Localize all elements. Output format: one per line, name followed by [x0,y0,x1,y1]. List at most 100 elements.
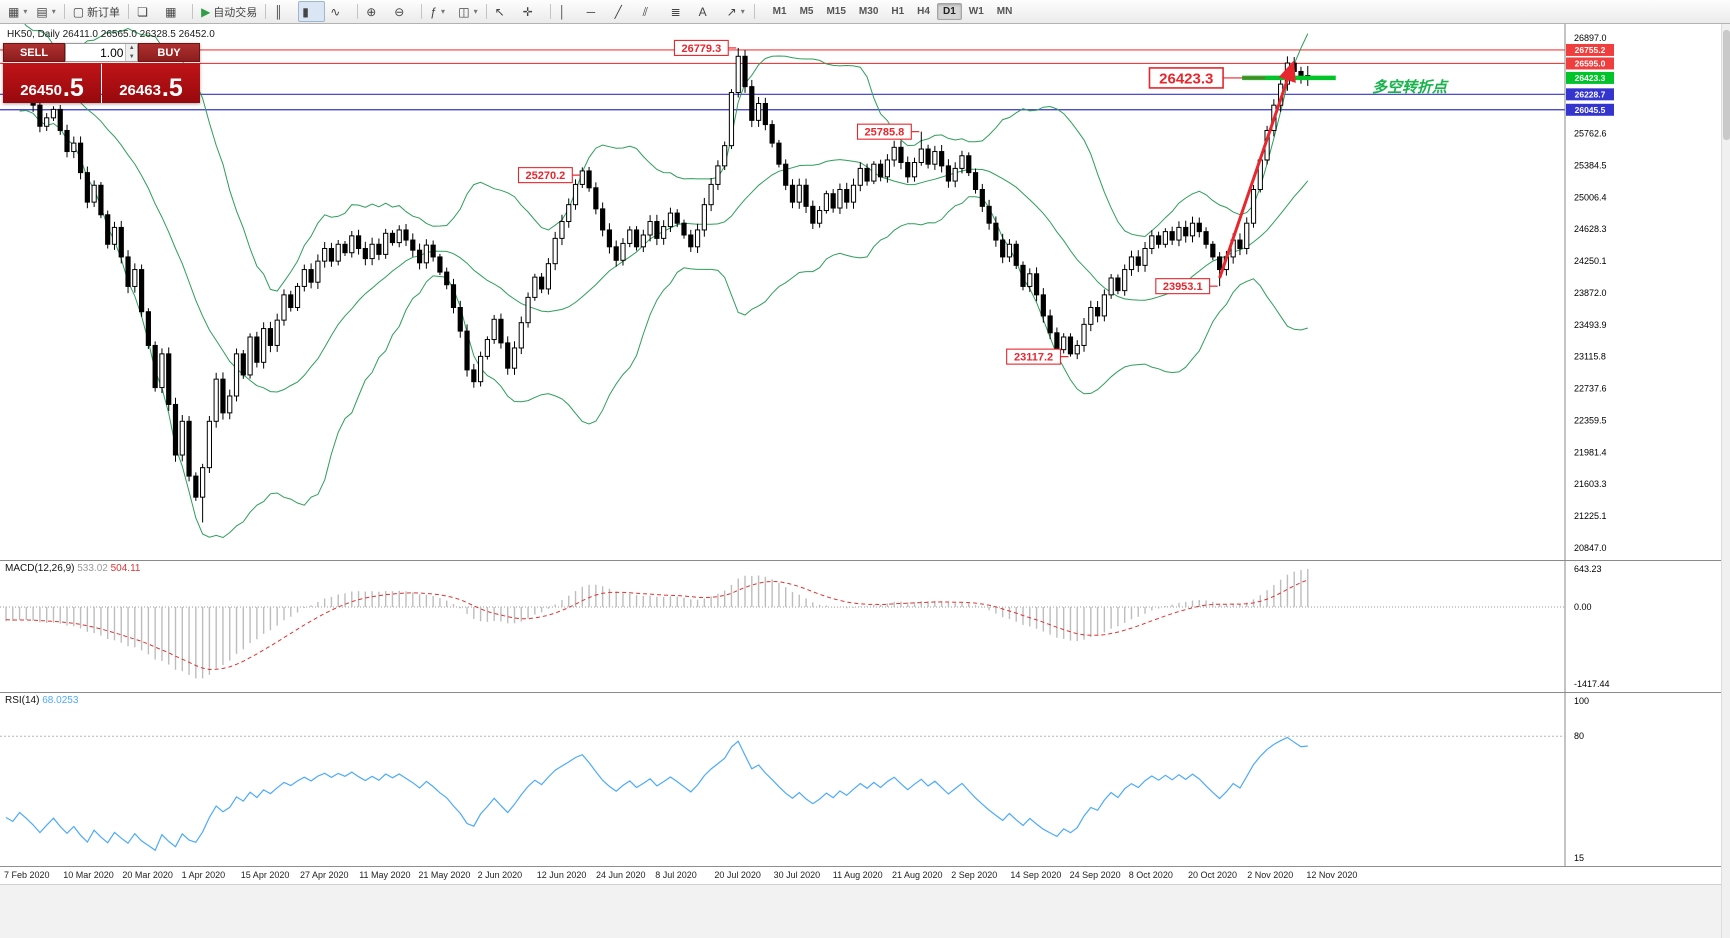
price-chart-canvas[interactable]: 26779.3 26423.3 25785.8 25270.2 23953.1 23117… [0,17,1730,560]
rsi-svg[interactable]: 100 80 15 [0,692,1730,866]
window-cascade-button[interactable]: ❏ [133,1,160,22]
vertical-scrollbar[interactable] [1721,24,1730,938]
macd-main-value: 533.02 [77,563,108,574]
cursor-button[interactable]: ↖ [491,1,518,22]
turning-point-note[interactable]: 多空转折点 [1372,78,1449,96]
window-tile-icon: ▦ [165,4,177,19]
date-tick-label: 11 Aug 2020 [832,870,883,880]
macd-svg[interactable]: 643.23 0.00 -1417.44 [0,560,1730,692]
fibonacci-button[interactable]: ≣ [667,1,694,22]
macd-panel[interactable]: 643.23 0.00 -1417.44 [0,560,1730,692]
toolbar-separator [485,4,487,19]
chevron-down-icon: ▾ [473,7,478,16]
svg-text:23493.9: 23493.9 [1574,320,1607,330]
new-chart-button[interactable]: ▦ ▾ [4,1,31,22]
new-order-button[interactable]: ▢ 新订单 [69,1,124,22]
chart-line-icon: ∿ [330,4,341,19]
macd-indicator-label: MACD(12,26,9) 533.02 504.11 [5,563,141,574]
toolbar-buttons: ▦ ▾ ▤ ▾ ▢ 新订单 ❏ ▦ ▶ 自动交易 ║ ▮ ∿ ⊕ ⊖ ƒ ▾ ◫ ▾ ↖ ✛ │ ─ ╱ ⫽ ≣ A ↗ ▾ [4,1,758,22]
bid-price[interactable]: 26450 .5 [3,63,101,103]
horizontal-line-button[interactable]: ─ [583,1,610,22]
sell-button[interactable]: SELL [3,43,65,62]
bottom-filler [0,884,1730,938]
timeframe-d1[interactable]: D1 [936,3,962,20]
text-label-button[interactable]: A [695,1,722,22]
scrollbar-thumb[interactable] [1723,30,1730,140]
date-tick-label: 15 Apr 2020 [240,870,290,880]
annotation-label[interactable]: 25270.2 [517,167,581,184]
ask-price-fraction: .5 [161,73,183,102]
annotation-label[interactable]: 26423.3 [1148,67,1266,89]
volume-up-icon[interactable]: ▲ [126,44,137,53]
date-tick-label: 10 Mar 2020 [63,870,114,880]
annotation-label[interactable]: 25785.8 [856,123,920,140]
text-label-icon: A [698,4,707,19]
zoom-out-icon: ⊖ [394,4,405,19]
autotrading-button[interactable]: ▶ 自动交易 [197,1,261,22]
svg-text:23117.2: 23117.2 [1014,352,1053,364]
volume-input[interactable] [66,44,126,61]
timeframe-w1[interactable]: W1 [968,6,984,17]
arrow-objects-icon: ↗ [726,4,737,19]
objects-button[interactable]: ◫ ▾ [454,1,481,22]
time-axis[interactable]: 7 Feb 2020 10 Mar 2020 20 Mar 2020 1 Apr 20… [0,866,1730,884]
trend-arrow[interactable] [1218,60,1296,279]
timeframe-m15[interactable]: M15 [826,6,846,17]
toolbar-separator [421,4,423,19]
horizontal-level-lines[interactable] [0,49,1565,111]
date-tick-label: 12 Nov 2020 [1306,870,1358,880]
volume-stepper[interactable]: ▲ ▼ [125,44,137,61]
macd-signal-line [5,579,1308,671]
chart-symbol-label: HK50, Daily 26411.0 26565.0 26328.5 2645… [7,29,215,40]
svg-text:26228.7: 26228.7 [1575,89,1606,99]
svg-text:23953.1: 23953.1 [1163,281,1203,293]
chart-candles-button[interactable]: ▮ [298,1,326,22]
annotation-label[interactable]: 26779.3 [673,39,737,56]
date-tick-label: 21 May 2020 [418,870,471,880]
rsi-panel[interactable]: 100 80 15 [0,692,1730,866]
main-chart-svg[interactable]: 26779.3 26423.3 25785.8 25270.2 23953.1 23117… [0,17,1730,560]
volume-down-icon[interactable]: ▼ [126,52,137,61]
timeframe-mn[interactable]: MN [996,6,1013,17]
axis-price-badge: 26755.2 [1566,43,1614,56]
svg-text:100: 100 [1574,696,1589,706]
svg-text:26423.3: 26423.3 [1159,70,1213,87]
date-tick-label: 2 Jun 2020 [477,870,523,880]
ask-price[interactable]: 26463 .5 [102,63,200,103]
timeframe-m30[interactable]: M30 [858,6,879,17]
svg-text:643.23: 643.23 [1574,564,1602,574]
autotrading-icon: ▶ [201,4,211,19]
timeframe-m5[interactable]: M5 [799,6,814,17]
indicators-button[interactable]: ƒ ▾ [426,1,453,22]
svg-text:26595.0: 26595.0 [1575,58,1606,68]
timeframe-h4[interactable]: H4 [917,6,930,17]
price-axis[interactable]: 26897.0 25762.6 25384.5 25006.4 24628.3 24250… [1564,24,1614,560]
fibonacci-icon: ≣ [670,4,681,19]
window-cascade-icon: ❏ [137,4,148,19]
channel-button[interactable]: ⫽ [639,1,666,22]
zoom-in-button[interactable]: ⊕ [362,1,389,22]
date-tick-label: 2 Sep 2020 [951,870,998,880]
chart-bars-button[interactable]: ║ [270,1,297,22]
arrow-objects-button[interactable]: ↗ ▾ [723,1,750,22]
chart-line-button[interactable]: ∿ [326,1,353,22]
zoom-out-button[interactable]: ⊖ [390,1,417,22]
trendline-button[interactable]: ╱ [611,1,638,22]
crosshair-button[interactable]: ✛ [519,1,546,22]
chart-bars-icon: ║ [274,4,283,19]
buy-button[interactable]: BUY [138,43,200,62]
toolbar-separator [357,4,359,19]
vertical-line-button[interactable]: │ [555,1,582,22]
timeframe-h1[interactable]: H1 [891,6,905,17]
svg-text:21603.3: 21603.3 [1574,479,1607,489]
date-tick-label: 30 Jul 2020 [773,870,821,880]
timeframe-switcher: M1 M5 M15 M30 H1 H4 D1 W1 MN [767,3,1019,20]
window-tile-button[interactable]: ▦ [161,1,188,22]
timeframe-m1[interactable]: M1 [772,6,787,17]
profiles-button[interactable]: ▤ ▾ [32,1,59,22]
vertical-line-icon: │ [558,4,567,19]
zoom-in-icon: ⊕ [366,4,377,19]
annotation-label[interactable]: 23117.2 [1006,348,1069,365]
annotation-label[interactable]: 23953.1 [1155,278,1218,295]
date-tick-label: 1 Apr 2020 [181,870,226,880]
